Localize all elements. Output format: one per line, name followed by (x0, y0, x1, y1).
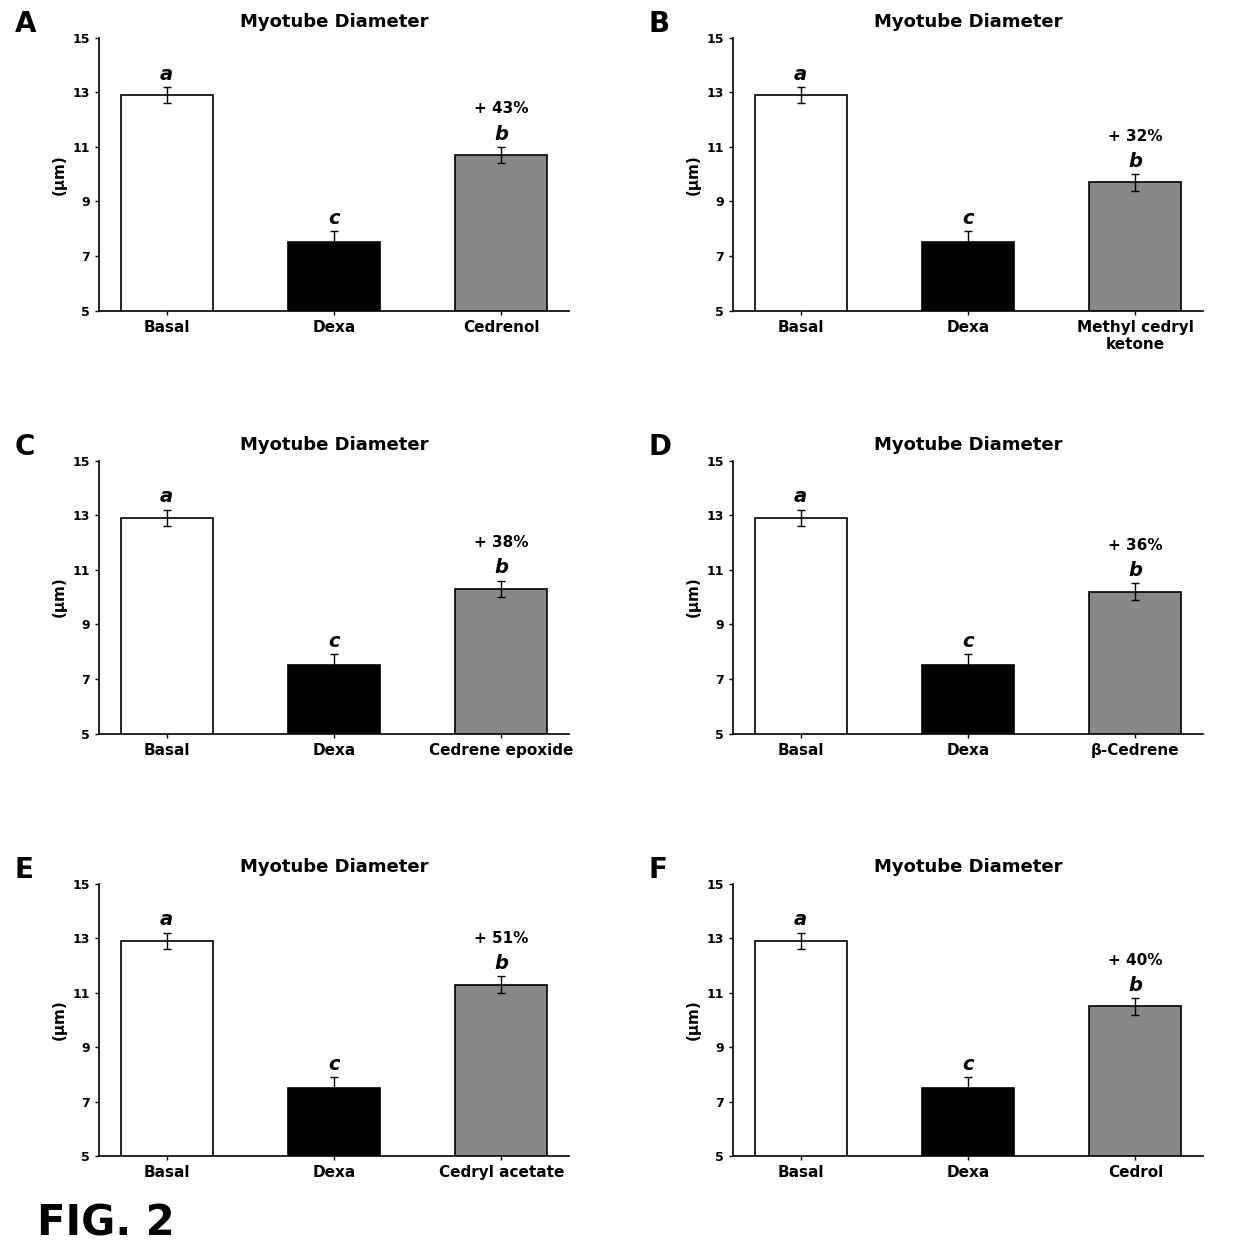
Bar (1090, 182, 1182, 310)
Text: FIG. 2: FIG. 2 (37, 1203, 175, 1244)
Text: + 32%: + 32% (1109, 128, 1163, 143)
Bar (1090, 592, 1182, 734)
Bar (455, 588, 548, 734)
Text: b: b (1128, 975, 1142, 994)
Bar (754, 96, 847, 310)
Bar (288, 243, 379, 310)
Bar (288, 1089, 379, 1156)
Text: b: b (495, 558, 508, 577)
Bar (120, 518, 212, 734)
Text: c: c (329, 209, 340, 229)
Text: + 40%: + 40% (1109, 953, 1163, 968)
Text: c: c (962, 209, 973, 229)
Title: Myotube Diameter: Myotube Diameter (239, 859, 428, 876)
Bar (288, 665, 379, 734)
Text: C: C (15, 434, 35, 461)
Text: b: b (495, 124, 508, 143)
Bar (754, 941, 847, 1156)
Text: a: a (160, 64, 174, 83)
Bar (120, 941, 212, 1156)
Title: Myotube Diameter: Myotube Diameter (874, 435, 1063, 454)
Text: + 51%: + 51% (474, 930, 528, 945)
Title: Myotube Diameter: Myotube Diameter (874, 859, 1063, 876)
Text: a: a (160, 488, 174, 507)
Bar (1090, 1007, 1182, 1156)
Title: Myotube Diameter: Myotube Diameter (239, 435, 428, 454)
Bar (923, 1089, 1014, 1156)
Y-axis label: (μm): (μm) (686, 153, 701, 195)
Bar (120, 96, 212, 310)
Text: a: a (794, 910, 807, 929)
Text: c: c (962, 632, 973, 651)
Bar (455, 984, 548, 1156)
Text: b: b (1128, 152, 1142, 171)
Y-axis label: (μm): (μm) (686, 999, 701, 1041)
Y-axis label: (μm): (μm) (686, 577, 701, 617)
Text: c: c (329, 1055, 340, 1073)
Text: + 38%: + 38% (474, 535, 528, 551)
Text: a: a (794, 64, 807, 83)
Text: a: a (160, 910, 174, 929)
Text: a: a (794, 488, 807, 507)
Text: b: b (495, 954, 508, 973)
Text: D: D (649, 434, 672, 461)
Text: A: A (15, 10, 36, 39)
Y-axis label: (μm): (μm) (52, 153, 67, 195)
Text: + 36%: + 36% (1109, 538, 1163, 553)
Title: Myotube Diameter: Myotube Diameter (239, 13, 428, 30)
Bar (455, 155, 548, 310)
Text: c: c (962, 1055, 973, 1073)
Text: E: E (15, 856, 33, 884)
Y-axis label: (μm): (μm) (52, 999, 67, 1041)
Y-axis label: (μm): (μm) (52, 577, 67, 617)
Text: c: c (329, 632, 340, 651)
Bar (754, 518, 847, 734)
Text: + 43%: + 43% (474, 102, 528, 117)
Title: Myotube Diameter: Myotube Diameter (874, 13, 1063, 30)
Text: B: B (649, 10, 670, 39)
Bar (923, 243, 1014, 310)
Text: b: b (1128, 561, 1142, 581)
Bar (923, 665, 1014, 734)
Text: F: F (649, 856, 667, 884)
